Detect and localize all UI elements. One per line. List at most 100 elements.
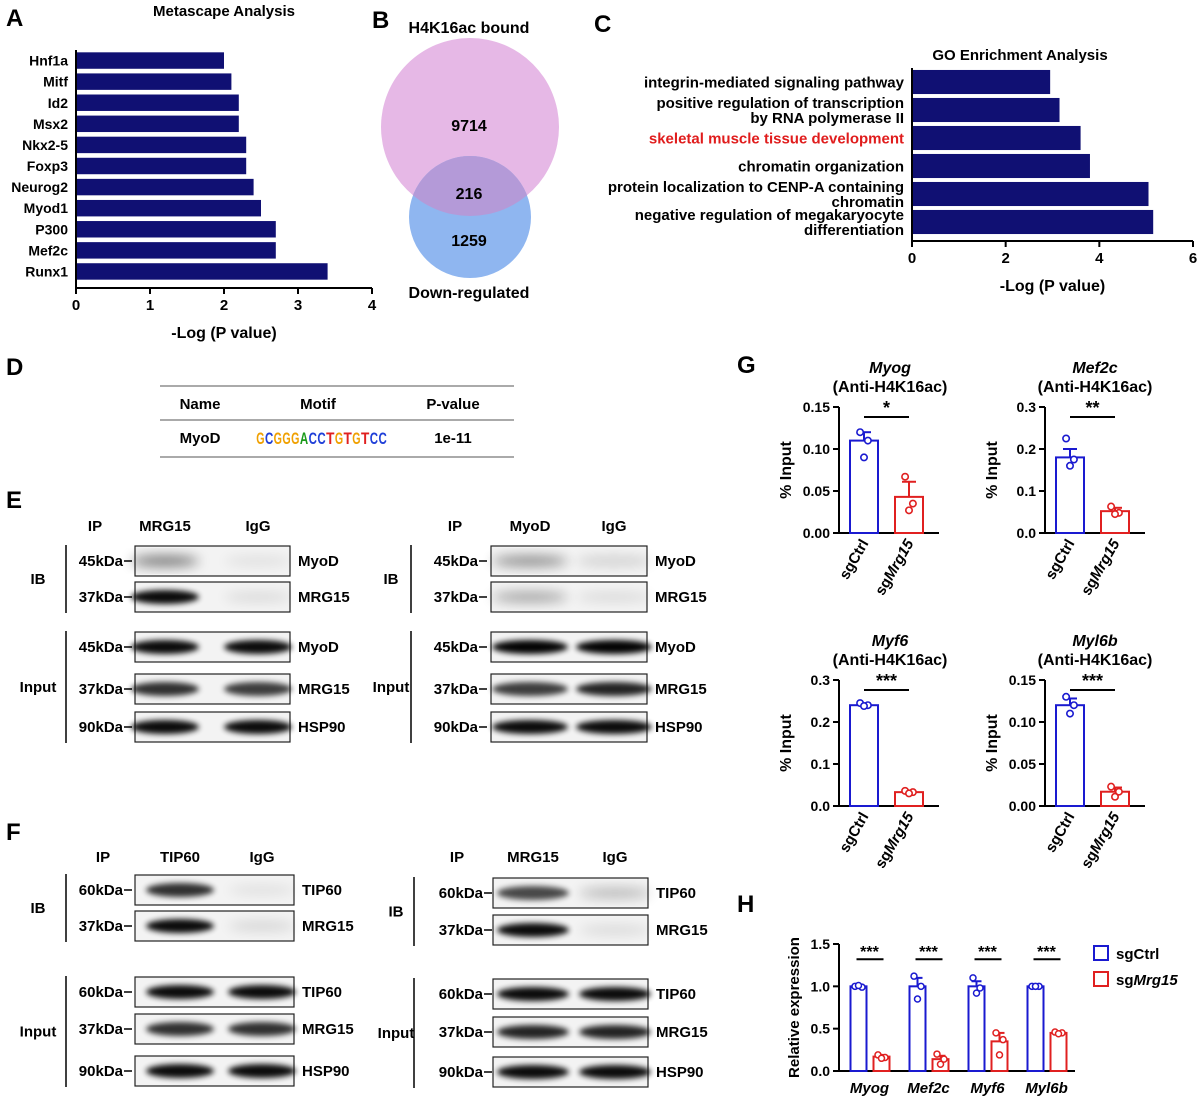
x-category-label: sgMrg15 (872, 536, 918, 598)
band (579, 888, 651, 898)
protein-label: MRG15 (656, 922, 708, 939)
protein-label: TIP60 (656, 986, 696, 1003)
motif-letter: G (335, 429, 343, 448)
motif-letter: G (352, 429, 360, 448)
significance-marker: *** (919, 944, 938, 961)
marker-label: 37kDa (79, 589, 124, 606)
y-tick-label: 0.00 (803, 525, 830, 541)
marker-label: 60kDa (79, 882, 124, 899)
y-tick-label: 0.1 (811, 756, 831, 772)
band (224, 556, 292, 566)
x-category-label: sgMrg15 (1078, 536, 1124, 598)
protein-label: MRG15 (655, 681, 707, 698)
bar-sgCtrl (849, 704, 879, 808)
x-axis-title: -Log (P value) (1000, 278, 1106, 295)
marker-label: 45kDa (434, 553, 479, 570)
data-point (1111, 510, 1120, 519)
category-label: positive regulation of transcription (656, 95, 904, 112)
data-point (976, 984, 984, 992)
category-label: Runx1 (25, 263, 68, 279)
band (224, 592, 292, 602)
legend-swatch-sgMrg15 (1093, 971, 1109, 987)
protein-label: MRG15 (298, 589, 350, 606)
marker-label: 37kDa (79, 918, 124, 935)
band (497, 987, 569, 1001)
data-point (1069, 701, 1078, 710)
data-point (1107, 502, 1116, 511)
panel-label-e: E (6, 487, 22, 514)
significance-marker: *** (876, 671, 897, 691)
protein-label: MRG15 (302, 918, 354, 935)
marker-label: 90kDa (79, 1063, 124, 1080)
data-point (856, 428, 865, 437)
significance-marker: * (883, 398, 890, 418)
band (228, 921, 296, 931)
bar-chartC-3 (912, 153, 1090, 179)
x-category-label: sgCtrl (1042, 810, 1078, 856)
venn-overlap-count: 216 (456, 186, 483, 203)
venn-bottom-label: Down-regulated (409, 285, 530, 302)
data-point (940, 1055, 948, 1063)
x-tick-label: 0 (72, 297, 80, 314)
band (576, 556, 652, 566)
y-tick-label: 0.0 (1017, 525, 1037, 541)
x-tick-label: 2 (220, 297, 228, 314)
input-label: Input (20, 1024, 57, 1041)
motif-letter: T (361, 429, 370, 448)
bar-chartC-5 (912, 209, 1154, 235)
protein-label: MyoD (655, 639, 696, 656)
band (146, 1022, 214, 1036)
data-point (1069, 455, 1078, 464)
bar-chartC-0 (912, 69, 1051, 95)
data-point (1062, 692, 1071, 701)
panel-label-f: F (6, 819, 21, 846)
marker-label: 37kDa (79, 681, 124, 698)
venn-top-count: 9714 (451, 118, 487, 135)
category-label: Hnf1a (29, 53, 68, 69)
band (146, 919, 214, 933)
category-label: P300 (35, 221, 68, 237)
data-point (910, 972, 918, 980)
band (576, 640, 652, 654)
bar-chartA-6 (76, 178, 254, 196)
data-point (933, 1050, 941, 1058)
x-tick-label: 6 (1189, 250, 1197, 267)
band (228, 1022, 296, 1036)
band (131, 720, 199, 734)
motif-letter: T (344, 429, 353, 448)
protein-label: MRG15 (656, 1024, 708, 1041)
venn-circle-h4k16ac (381, 38, 559, 216)
x-category-label: sgCtrl (1042, 537, 1078, 583)
y-axis-title: % Input (778, 713, 795, 771)
band (146, 883, 214, 897)
motif-letter: A (300, 429, 308, 448)
band (146, 985, 214, 999)
data-point (877, 1054, 886, 1063)
band (579, 925, 651, 935)
y-axis-title: % Input (778, 440, 795, 498)
x-tick-label: 1 (146, 297, 154, 314)
data-point (863, 436, 872, 445)
band (579, 1065, 651, 1079)
blot-f-right: IP MRG15 IgG IB Input 60kDa TIP60 37kDa MRG15 60k… (378, 849, 708, 1088)
data-point (854, 981, 863, 990)
chart-subtitle: (Anti-H4K16ac) (1038, 652, 1153, 669)
bar-chartA-1 (76, 73, 232, 90)
significance-marker: *** (860, 944, 879, 961)
band (224, 640, 292, 654)
data-point (995, 1051, 1004, 1059)
band (228, 1064, 296, 1078)
data-point (1111, 792, 1120, 801)
band (497, 1065, 569, 1079)
venn-title: H4K16ac bound (409, 20, 530, 37)
bar-chartA-8 (76, 221, 276, 238)
band (579, 1025, 651, 1039)
band (492, 640, 568, 654)
input-label: Input (378, 1025, 415, 1042)
x-tick-label: 0 (908, 250, 916, 267)
ip-label: IP (450, 849, 464, 866)
chart-title: Metascape Analysis (153, 3, 295, 20)
chart-g-myog: Myog (Anti-H4K16ac) 0.00 0.05 0.10 0.15 % Inpu… (778, 360, 947, 598)
significance-marker: *** (1037, 944, 1056, 961)
